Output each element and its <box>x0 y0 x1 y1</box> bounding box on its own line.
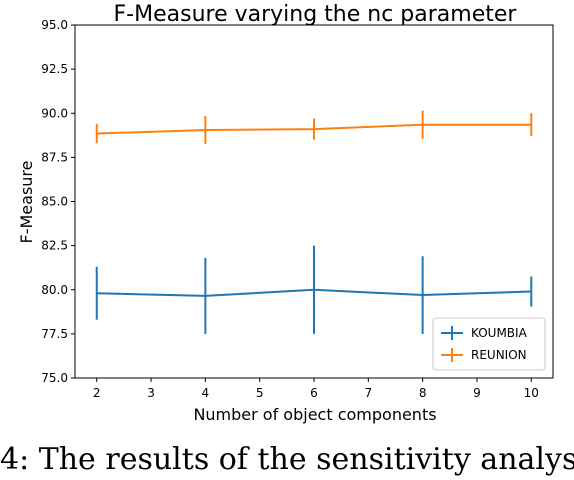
x-tick-label: 6 <box>310 386 318 400</box>
y-tick-label: 92.5 <box>41 62 68 76</box>
legend-label-reunion: REUNION <box>471 348 527 362</box>
x-ticks: 2 3 4 5 6 7 8 9 10 <box>93 378 539 400</box>
y-axis-label: F-Measure <box>17 161 36 244</box>
y-tick-label: 95.0 <box>41 18 68 32</box>
chart-title: F-Measure varying the nc parameter <box>114 2 518 27</box>
x-tick-label: 9 <box>473 386 481 400</box>
y-tick-label: 77.5 <box>41 327 68 341</box>
y-tick-label: 90.0 <box>41 106 68 120</box>
y-tick-label: 75.0 <box>41 371 68 385</box>
y-tick-label: 85.0 <box>41 195 68 209</box>
x-axis-label: Number of object components <box>193 405 436 424</box>
x-tick-label: 7 <box>364 386 372 400</box>
x-tick-label: 5 <box>256 386 264 400</box>
y-tick-label: 82.5 <box>41 239 68 253</box>
x-tick-label: 3 <box>147 386 155 400</box>
legend-label-koumbia: KOUMBIA <box>471 326 528 340</box>
y-tick-label: 80.0 <box>41 283 68 297</box>
x-tick-label: 4 <box>202 386 210 400</box>
legend: KOUMBIA REUNION <box>432 317 546 371</box>
x-tick-label: 10 <box>524 386 539 400</box>
y-ticks: 75.0 77.5 80.0 82.5 85.0 87.5 90.0 92.5 95.0 <box>41 18 75 385</box>
x-tick-label: 2 <box>93 386 101 400</box>
y-tick-label: 87.5 <box>41 150 68 164</box>
series-layer <box>95 110 533 334</box>
x-tick-label: 8 <box>419 386 427 400</box>
chart: F-Measure varying the nc parameter F-Mea… <box>17 2 554 424</box>
legend-box <box>432 317 546 371</box>
figure-caption: 4: The results of the sensitivity analys… <box>0 442 574 477</box>
